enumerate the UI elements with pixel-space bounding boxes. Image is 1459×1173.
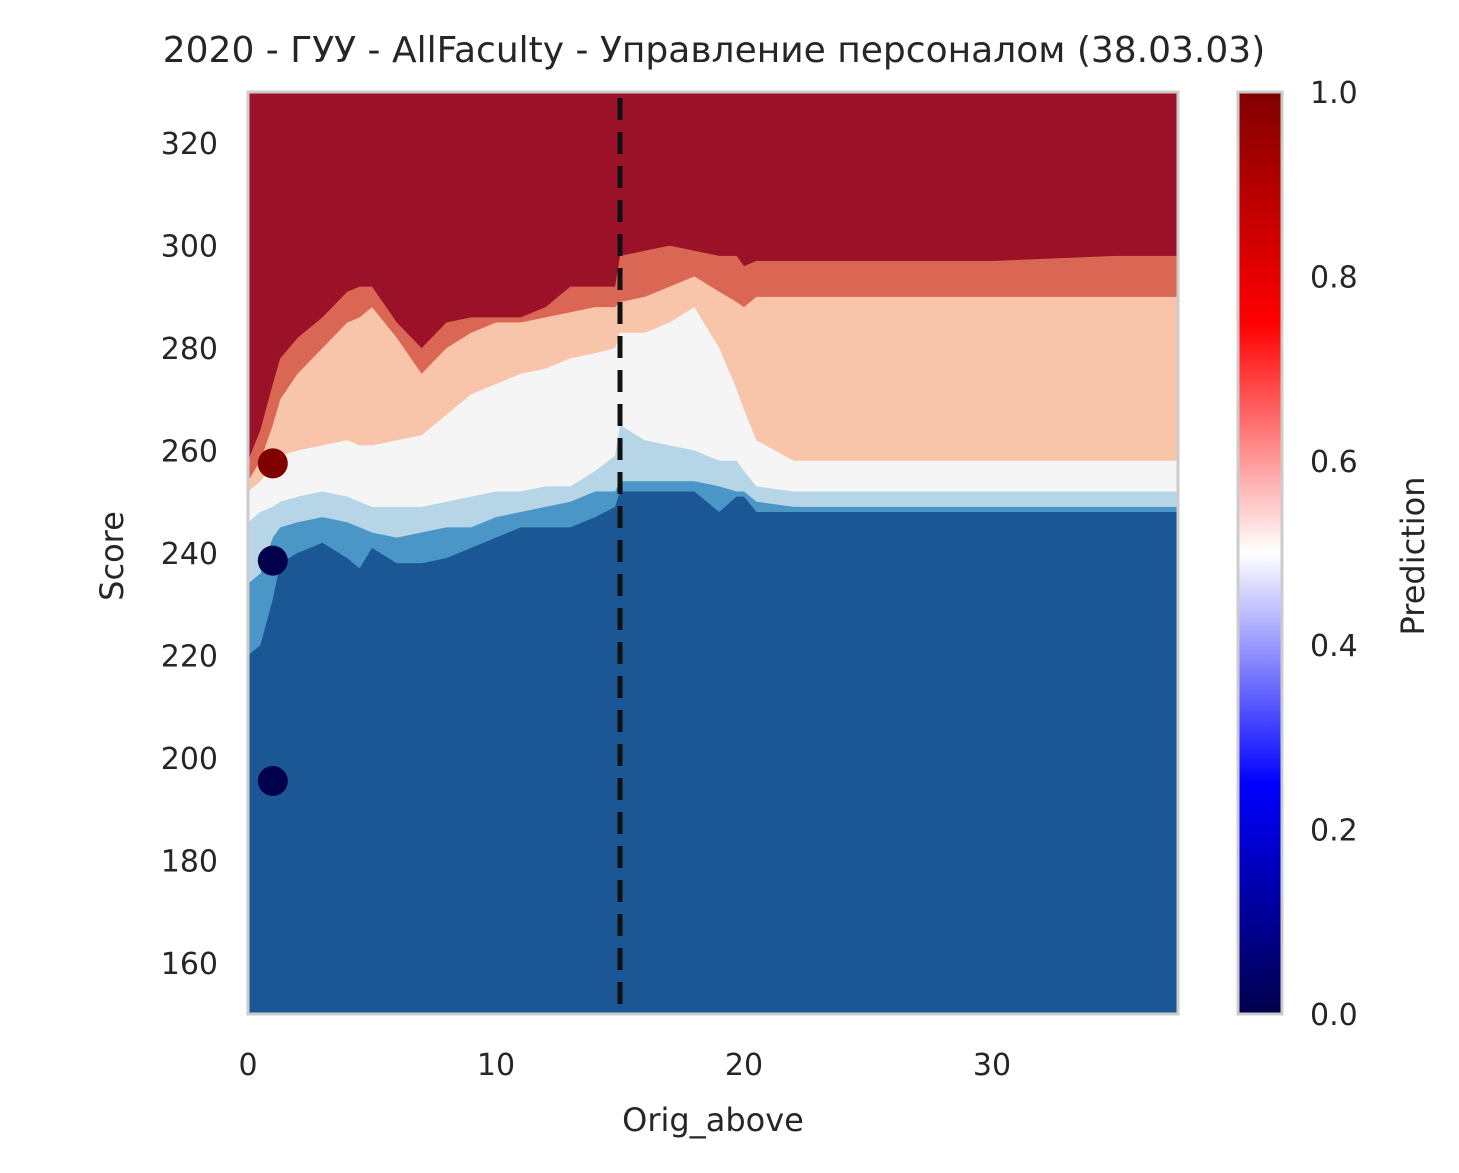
plot-frame <box>246 90 1180 1016</box>
colorbar-frame <box>1236 90 1284 1016</box>
x-tick-label: 10 <box>477 1048 515 1083</box>
colorbar-tick-label: 0.8 <box>1310 260 1358 295</box>
y-axis-label: Score <box>93 511 131 601</box>
contour-fills <box>248 92 1178 1014</box>
data-point <box>257 545 288 576</box>
y-tick-label: 260 <box>161 435 218 470</box>
y-tick-label: 320 <box>161 127 218 162</box>
y-tick-label: 160 <box>161 947 218 982</box>
plot-area <box>246 90 1180 1016</box>
colorbar-gradient <box>1238 92 1282 1014</box>
colorbar-label: Prediction <box>1394 477 1432 636</box>
contour-band-0.0-0.2 <box>248 491 1178 1014</box>
y-tick-label: 200 <box>161 742 218 777</box>
data-point <box>257 765 288 796</box>
y-tick-label: 220 <box>161 639 218 674</box>
y-tick-label: 280 <box>161 332 218 367</box>
y-tick-label: 180 <box>161 844 218 879</box>
colorbar-tick-label: 0.2 <box>1310 814 1358 849</box>
chart-title: 2020 - ГУУ - AllFaculty - Управление пер… <box>163 30 1265 71</box>
x-tick-label: 20 <box>725 1048 763 1083</box>
x-axis-ticks: 0 10 20 30 <box>238 1048 1011 1083</box>
y-tick-label: 240 <box>161 537 218 572</box>
x-tick-label: 30 <box>973 1048 1011 1083</box>
colorbar-tick-label: 0.4 <box>1310 629 1358 664</box>
data-point <box>257 448 288 479</box>
colorbar: 0.0 0.2 0.4 0.6 0.8 1.0 <box>1236 76 1358 1033</box>
colorbar-tick-label: 0.6 <box>1310 445 1358 480</box>
colorbar-tick-label: 1.0 <box>1310 76 1358 111</box>
x-tick-label: 0 <box>238 1048 257 1083</box>
x-axis-label: Orig_above <box>622 1101 804 1139</box>
colorbar-tick-label: 0.0 <box>1310 998 1358 1033</box>
y-axis-ticks: 160 180 200 220 240 260 280 300 320 <box>161 127 218 982</box>
y-tick-label: 300 <box>161 230 218 265</box>
